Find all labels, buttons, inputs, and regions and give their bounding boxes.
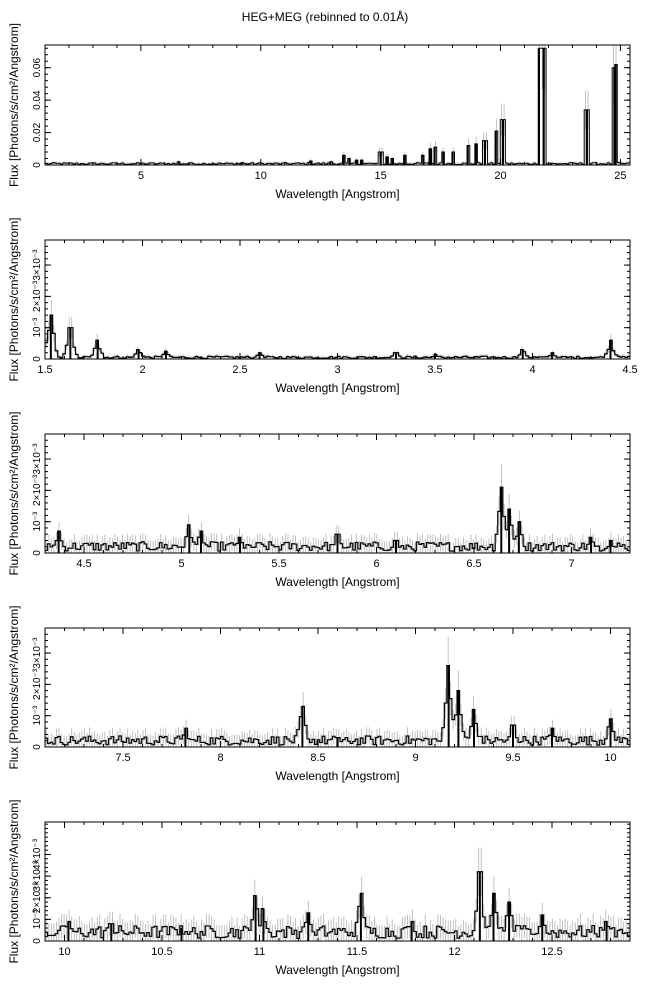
x-tick-label: 20 — [494, 170, 506, 182]
y-tick-label: 3×10⁻³ — [32, 249, 43, 281]
panel-3: 4.5 5 5.5 6 6.5 7 0 10⁻³ 2×10⁻³3×10⁻³ Wavelength … — [7, 411, 631, 589]
chart-title: HEG+MEG (rebinned to 0.01Å) — [241, 10, 409, 24]
plot-frame — [44, 239, 631, 360]
x-tick-label: 10 — [58, 946, 70, 958]
panel-5: 10 10.5 11 11.5 12 12.5 0 10⁻³2×10⁻³3×10⁻³4×10⁻… — [7, 799, 631, 977]
plot-frame — [44, 44, 631, 166]
x-tick-label: 15 — [375, 170, 387, 182]
x-tick-label: 10.5 — [151, 946, 172, 958]
x-tick-label: 5 — [138, 170, 144, 182]
y-tick-label: 0.02 — [32, 122, 43, 142]
x-tick-label: 11.5 — [347, 946, 368, 958]
y-tick-label: 10⁻³ — [32, 317, 43, 337]
x-tick-label: 10 — [255, 170, 267, 182]
x-tick-label: 7.5 — [115, 752, 130, 764]
y-axis-label: Flux [Photons/s/cm²/Angstrom] — [7, 217, 21, 381]
x-tick-label: 4.5 — [622, 364, 637, 376]
y-tick-label: 0.06 — [32, 58, 43, 78]
x-tick-label: 6.5 — [466, 558, 481, 570]
x-tick-label: 5.5 — [271, 558, 286, 570]
x-axis-label: Wavelength [Angstrom] — [275, 575, 399, 589]
y-tick-label: 3×10⁻³ — [32, 637, 43, 669]
x-tick-label: 5 — [178, 558, 184, 570]
x-tick-label: 4 — [529, 364, 535, 376]
x-axis-label: Wavelength [Angstrom] — [275, 769, 399, 783]
x-axis-label: Wavelength [Angstrom] — [275, 381, 399, 395]
y-axis-label: Flux [Photons/s/cm²/Angstrom] — [7, 411, 21, 575]
y-tick-label: 2×10⁻³ — [32, 474, 43, 506]
x-tick-label: 6 — [373, 558, 379, 570]
y-tick-label: 0 — [32, 550, 43, 556]
panel-2: 1.5 2 2.5 3 3.5 4 4.5 0 10⁻³ 2×10⁻³3×10⁻³ Waveleng… — [7, 217, 638, 395]
y-axis-label: Flux [Photons/s/cm²/Angstrom] — [7, 23, 21, 187]
x-tick-label: 8 — [217, 752, 223, 764]
y-tick-label: 3×10⁻³ — [32, 860, 43, 892]
panel-1: 5 10 15 20 25 0 0.02 0.04 0.06 Wavelength [Angstr… — [7, 23, 631, 201]
x-tick-label: 7 — [568, 558, 574, 570]
x-tick-label: 4.5 — [76, 558, 91, 570]
spectrum-series — [45, 314, 630, 360]
y-tick-label: 2×10⁻³ — [32, 280, 43, 312]
error-bars — [45, 45, 630, 165]
error-bars — [45, 637, 630, 747]
x-axis-label: Wavelength [Angstrom] — [275, 187, 399, 201]
error-bars — [45, 299, 630, 359]
x-tick-label: 2.5 — [232, 364, 247, 376]
y-tick-label: 4×10⁻³ — [32, 838, 43, 870]
x-tick-label: 25 — [614, 170, 626, 182]
x-tick-label: 9 — [412, 752, 418, 764]
spectrum-series — [45, 871, 630, 939]
x-tick-label: 9.5 — [505, 752, 520, 764]
x-tick-label: 3.5 — [427, 364, 442, 376]
x-tick-label: 1.5 — [37, 364, 52, 376]
y-axis-label: Flux [Photons/s/cm²/Angstrom] — [7, 799, 21, 963]
y-tick-label: 0 — [32, 162, 43, 168]
x-axis-label: Wavelength [Angstrom] — [275, 963, 399, 977]
x-tick-label: 12 — [448, 946, 460, 958]
panel-4: 7.5 8 8.5 9 9.5 10 0 10⁻³ 2×10⁻³3×10⁻³ Wavelength… — [7, 605, 631, 783]
y-tick-label: 0 — [32, 744, 43, 750]
x-tick-label: 11 — [254, 946, 265, 958]
y-tick-label: 3×10⁻³ — [32, 443, 43, 475]
x-tick-label: 3 — [334, 364, 340, 376]
y-tick-label: 0 — [32, 938, 43, 944]
y-tick-label: 10⁻³ — [32, 511, 43, 531]
x-tick-label: 10 — [604, 752, 616, 764]
x-tick-label: 2 — [139, 364, 145, 376]
y-tick-label: 0.04 — [32, 90, 43, 110]
y-axis-label: Flux [Photons/s/cm²/Angstrom] — [7, 605, 21, 769]
x-tick-label: 8.5 — [310, 752, 325, 764]
y-tick-label: 2×10⁻³ — [32, 881, 43, 913]
y-tick-label: 2×10⁻³ — [32, 668, 43, 700]
y-tick-label: 0 — [32, 356, 43, 362]
y-tick-label: 10⁻³ — [32, 909, 43, 929]
x-tick-label: 12.5 — [541, 946, 562, 958]
y-tick-label: 10⁻³ — [32, 705, 43, 725]
